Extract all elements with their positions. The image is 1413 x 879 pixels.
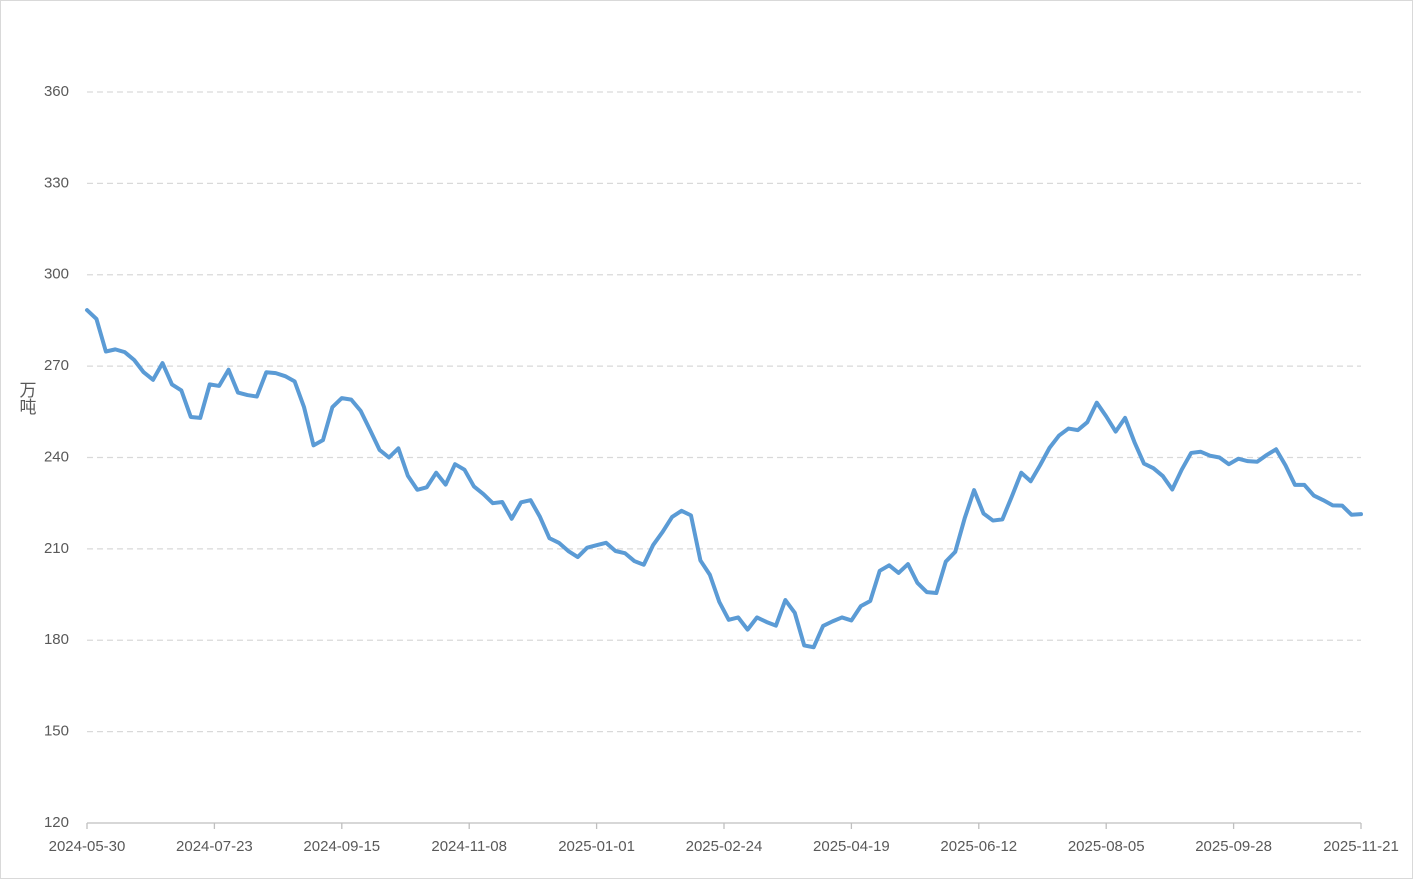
y-tick-label: 210 bbox=[44, 540, 69, 557]
y-tick-label: 180 bbox=[44, 631, 69, 648]
data-line bbox=[85, 308, 1363, 650]
x-tick-label: 2024-07-23 bbox=[176, 838, 253, 855]
y-tick-label: 330 bbox=[44, 174, 69, 191]
x-tick-label: 2025-08-05 bbox=[1068, 838, 1145, 855]
x-tick-label: 2024-11-08 bbox=[431, 838, 507, 855]
y-tick-label: 240 bbox=[44, 448, 69, 465]
y-tick-label: 120 bbox=[44, 814, 69, 831]
x-tick-label: 2024-05-30 bbox=[49, 838, 126, 855]
x-tick-label: 2025-09-28 bbox=[1195, 838, 1272, 855]
x-tick-label: 2025-01-01 bbox=[558, 838, 635, 855]
y-tick-label: 360 bbox=[44, 83, 69, 100]
y-axis-label: 万吨 bbox=[17, 381, 37, 415]
x-tick-label: 2025-04-19 bbox=[813, 838, 890, 855]
x-tick-label: 2025-06-12 bbox=[940, 838, 1017, 855]
x-tick-label: 2025-11-21 bbox=[1323, 838, 1399, 855]
y-tick-label: 150 bbox=[44, 723, 69, 740]
x-tick-label: 2025-02-24 bbox=[686, 838, 763, 855]
x-tick-label: 2024-09-15 bbox=[303, 838, 380, 855]
y-tick-label: 300 bbox=[44, 266, 69, 283]
y-tick-label: 270 bbox=[44, 357, 69, 374]
